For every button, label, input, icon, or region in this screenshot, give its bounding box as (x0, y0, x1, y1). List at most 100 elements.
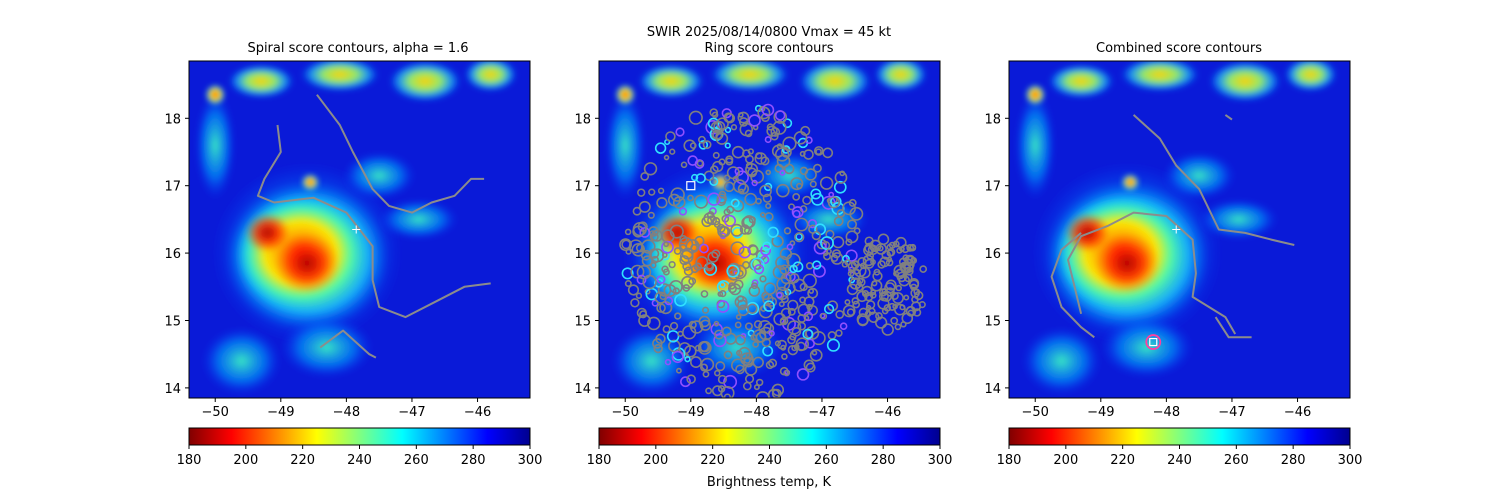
ring-contour (624, 280, 632, 288)
ring-contour (755, 152, 763, 160)
colorbar-tick-label: 220 (1110, 453, 1135, 468)
ring-contour (641, 239, 656, 254)
ring-contour (721, 326, 732, 337)
ring-contour (742, 381, 752, 391)
ring-contour (735, 314, 742, 320)
ring-contour (799, 150, 806, 157)
cloud-blob (1025, 84, 1046, 105)
ring-contour (771, 144, 785, 158)
ring-contour (716, 193, 727, 204)
ring-contour (898, 257, 909, 267)
ring-contour (664, 358, 672, 366)
cloud-blob (1100, 317, 1193, 378)
ring-contour (717, 291, 724, 297)
ring-contour (768, 358, 778, 368)
ring-contour (791, 206, 804, 219)
ring-contour (848, 198, 857, 207)
ring-contour (656, 275, 666, 284)
ring-contour (668, 339, 681, 353)
ring-contour (828, 191, 835, 198)
ring-contour (725, 157, 734, 166)
plot-area[interactable]: −50 −49 −48 −47 −46 14 15 16 17 18 (164, 58, 531, 420)
ring-contour (883, 304, 892, 312)
ring-contour (669, 224, 684, 239)
ring-contour (764, 136, 772, 144)
x-tick-label: −48 (743, 405, 770, 420)
ring-contour (669, 321, 679, 331)
ring-contour (650, 262, 657, 269)
ring-contour (787, 299, 799, 311)
panel-title: Combined score contours (1096, 41, 1262, 56)
ring-contour (767, 226, 779, 238)
ring-contour (745, 163, 759, 177)
panel-spiral-score: Spiral score contours, alpha = 1.6 −50 −4… (164, 41, 542, 468)
plot-area[interactable]: −50 −49 −48 −47 −46 14 15 16 17 18 (984, 58, 1351, 420)
ring-contour (707, 192, 721, 206)
ring-contour (736, 349, 743, 357)
ring-contour (699, 319, 712, 331)
colorbar-tick-label: 180 (177, 453, 202, 468)
ring-contour (730, 124, 738, 131)
ring-contour (773, 312, 787, 326)
colorbar-tick-label: 260 (814, 453, 839, 468)
cloud-blob (1163, 151, 1236, 200)
ring-contour (869, 239, 882, 253)
ring-contour (730, 223, 744, 237)
x-tick-label: −50 (612, 405, 639, 420)
ring-contour (637, 221, 648, 232)
ring-contour (890, 316, 899, 325)
ring-contour (787, 335, 796, 345)
colorbar-gradient (598, 427, 941, 446)
ring-contour (875, 316, 888, 329)
ring-contour (913, 288, 921, 296)
ring-contour (710, 323, 723, 336)
cloud-blob (464, 61, 517, 92)
ring-contour (844, 299, 851, 306)
ring-contour (856, 313, 869, 326)
ring-contour (688, 320, 697, 329)
ring-contour (730, 198, 740, 208)
ring-contour (765, 202, 772, 209)
ring-contour (728, 282, 736, 290)
ring-contour (683, 139, 697, 152)
ring-contour (871, 280, 878, 287)
ring-contour (774, 110, 786, 121)
ring-contour (723, 393, 732, 398)
ring-contour (776, 292, 783, 299)
cloud-blob (1121, 174, 1139, 191)
ring-center-marker (686, 181, 696, 191)
ring-contour (621, 267, 634, 280)
ring-contour (663, 154, 670, 161)
x-tick-label: −46 (1284, 405, 1311, 420)
ring-contour (680, 376, 691, 388)
ring-contour (713, 320, 720, 327)
cloud-blob (244, 212, 291, 254)
ring-contour (747, 148, 754, 155)
heatmap-image (599, 61, 940, 398)
axes-frame (188, 60, 531, 399)
colorbar-tick-label: 180 (997, 453, 1022, 468)
ring-contour (892, 240, 900, 248)
ring-contour (771, 235, 784, 248)
ring-contour (642, 274, 657, 290)
ring-contour (835, 329, 843, 337)
ring-contour (712, 151, 720, 159)
ring-contour (711, 111, 719, 119)
colorbar-tick-label: 220 (290, 453, 315, 468)
ring-contour (713, 333, 727, 348)
cloud-blob (1209, 61, 1282, 102)
ring-contour (701, 306, 710, 314)
ring-contour (799, 166, 809, 176)
y-tick-label: 18 (574, 112, 591, 127)
ring-contour (841, 261, 849, 268)
ring-contour (826, 338, 840, 352)
cloud-blob (615, 84, 636, 105)
ring-contour (783, 163, 795, 175)
plot-area[interactable]: −50 −49 −48 −47 −46 14 15 16 17 18 (574, 58, 941, 420)
ring-contour (732, 264, 747, 280)
ring-contour (723, 350, 733, 360)
ring-contour (687, 155, 699, 166)
y-tick-label: 14 (164, 382, 181, 397)
score-contour-line (1132, 114, 1295, 246)
ring-contour (732, 179, 747, 193)
